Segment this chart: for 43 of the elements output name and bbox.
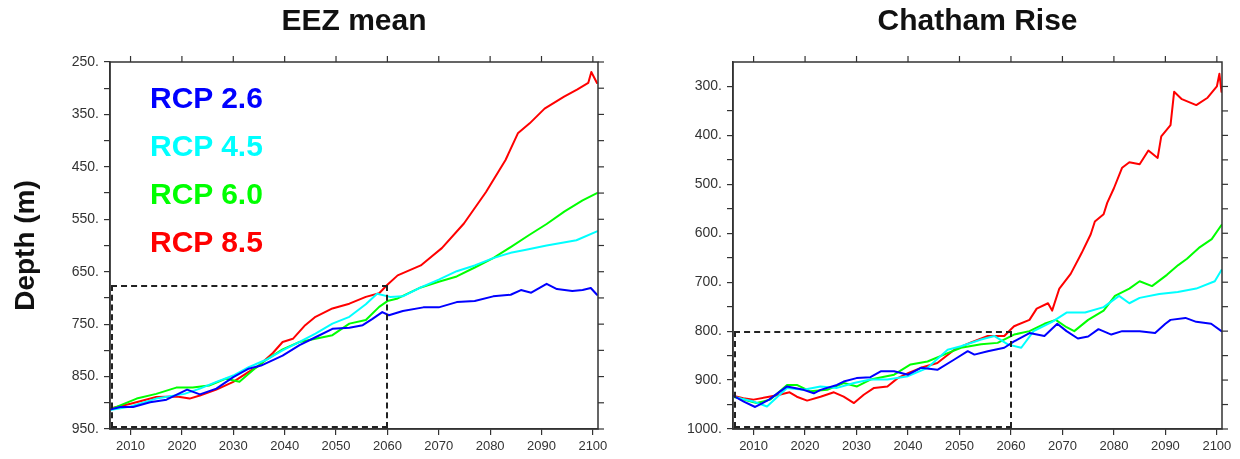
y-tick-label: 550. <box>71 210 99 227</box>
y-axis-title: Depth (m) <box>8 180 40 311</box>
y-tick-label: 950. <box>71 419 99 436</box>
y-tick-label: 800. <box>694 321 722 338</box>
y-tick-label: 650. <box>71 262 99 279</box>
x-tick-label: 2030 <box>842 438 871 454</box>
x-tick-label: 2050 <box>321 438 351 454</box>
x-tick-label: 2060 <box>372 438 402 454</box>
x-tick-label: 2100 <box>1202 438 1232 454</box>
y-tick-label: 750. <box>71 315 99 331</box>
y-tick-label: 300. <box>694 77 722 94</box>
x-tick-label: 2100 <box>578 438 608 454</box>
x-tick-label: 2040 <box>270 438 300 454</box>
chart-title: Chatham Rise <box>877 3 1078 37</box>
x-tick-label: 2030 <box>218 438 248 454</box>
x-tick-label: 2090 <box>527 438 556 454</box>
y-tick-label: 450. <box>71 157 99 174</box>
x-tick-label: 2020 <box>167 438 197 454</box>
x-tick-label: 2080 <box>1099 438 1129 454</box>
x-tick-label: 2070 <box>1047 438 1077 454</box>
x-tick-label: 2010 <box>116 438 146 454</box>
y-tick-label: 600. <box>694 224 722 241</box>
y-tick-label: 500. <box>694 175 722 192</box>
text: RCP 2.6 <box>150 81 263 115</box>
x-tick-label: 2050 <box>945 438 974 454</box>
y-tick-label: 1000. <box>686 419 722 436</box>
text: RCP 6.0 <box>150 177 263 211</box>
y-tick-label: 700. <box>694 273 722 290</box>
x-tick-label: 2070 <box>424 438 454 454</box>
x-tick-label: 2020 <box>790 438 820 454</box>
x-tick-label: 2080 <box>475 438 505 454</box>
chart-title: EEZ mean <box>281 3 427 37</box>
text: RCP 8.5 <box>150 225 263 259</box>
x-tick-label: 2040 <box>893 438 923 454</box>
y-tick-label: 400. <box>694 126 722 143</box>
y-tick-label: 350. <box>71 105 99 122</box>
x-tick-label: 2010 <box>739 438 769 454</box>
y-tick-label: 850. <box>71 367 99 384</box>
x-tick-label: 2060 <box>996 438 1026 454</box>
y-tick-label: 250. <box>71 52 99 69</box>
y-tick-label: 900. <box>694 370 722 387</box>
x-tick-label: 2090 <box>1150 438 1180 454</box>
text: RCP 4.5 <box>150 129 263 163</box>
